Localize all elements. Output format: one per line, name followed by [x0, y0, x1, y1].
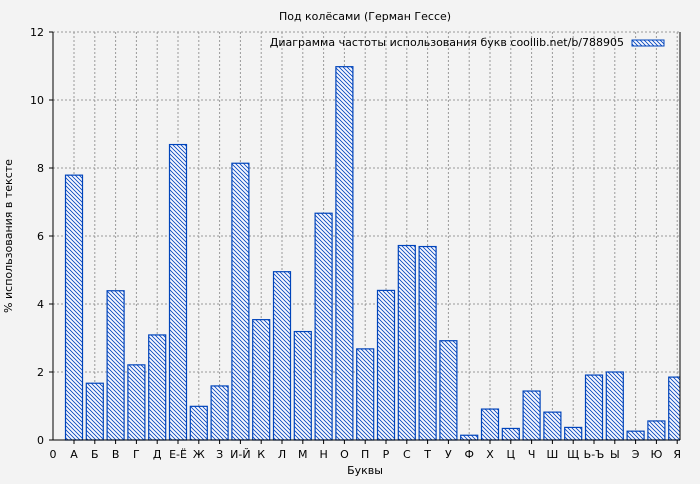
bar-З: [210, 385, 229, 441]
x-tick-label: Е-Ё: [169, 448, 187, 461]
x-tick-label: Ж: [193, 448, 205, 461]
x-tick-label: Щ: [567, 448, 579, 461]
x-tick-label: Р: [383, 448, 390, 461]
x-tick-label: Ы: [610, 448, 620, 461]
x-tick-label: Х: [486, 448, 494, 461]
x-tick-label: М: [298, 448, 308, 461]
x-tick-label: Н: [319, 448, 327, 461]
bar-М: [293, 330, 312, 441]
bar-Ж: [189, 405, 208, 441]
x-tick-label: А: [70, 448, 78, 461]
origin-label: 0: [50, 448, 57, 461]
bar-П: [356, 348, 375, 441]
x-tick-label: П: [361, 448, 369, 461]
bar-Д: [148, 334, 167, 441]
x-tick-label: В: [112, 448, 120, 461]
y-tick-label: 2: [37, 366, 44, 379]
bar-Ф: [460, 434, 479, 441]
x-tick-label: Ч: [528, 448, 536, 461]
x-tick-label: Ц: [507, 448, 516, 461]
bar-Ю: [647, 420, 666, 441]
bar-И-Й: [231, 162, 250, 441]
legend-swatch: [631, 39, 665, 47]
bar-Ч: [522, 390, 541, 441]
bar-Т: [418, 245, 437, 441]
y-tick-label: 10: [30, 94, 44, 107]
x-tick-label: Т: [423, 448, 431, 461]
x-tick-label: И-Й: [230, 448, 250, 461]
x-tick-label: З: [216, 448, 223, 461]
x-tick-label: Д: [153, 448, 162, 461]
bar-К: [252, 319, 271, 441]
bar-В: [106, 290, 125, 441]
bar-Я: [668, 376, 680, 441]
x-tick-label: Ш: [547, 448, 559, 461]
bar-Б: [85, 382, 104, 441]
bar-Ь-Ъ: [584, 374, 604, 441]
bar-Е-Ё: [168, 143, 188, 441]
y-tick-label: 12: [30, 26, 44, 39]
bar-О: [335, 66, 354, 441]
bar-С: [397, 244, 416, 441]
x-tick-label: Ф: [464, 448, 473, 461]
bar-Щ: [564, 426, 583, 441]
y-tick-label: 6: [37, 230, 44, 243]
bar-Н: [314, 212, 333, 441]
y-tick-label: 8: [37, 162, 44, 175]
bar-Ц: [501, 427, 520, 441]
x-tick-label: Г: [133, 448, 140, 461]
bar-Ы: [605, 371, 624, 441]
bar-Р: [376, 289, 396, 441]
x-tick-label: Э: [632, 448, 640, 461]
bar-А: [64, 174, 84, 441]
x-tick-label: Б: [91, 448, 99, 461]
legend-label: Диаграмма частоты использования букв coo…: [270, 36, 624, 49]
bar-Л: [272, 271, 292, 441]
x-tick-label: С: [403, 448, 411, 461]
x-tick-label: О: [340, 448, 349, 461]
x-tick-label: Я: [673, 448, 681, 461]
x-axis-label: Буквы: [347, 464, 383, 477]
y-axis-label: % использования в тексте: [2, 159, 15, 313]
y-tick-label: 4: [37, 298, 44, 311]
chart-title: Под колёсами (Герман Гессе): [279, 10, 451, 23]
bar-У: [439, 340, 458, 441]
bar-Ш: [543, 411, 562, 441]
bar-Э: [626, 430, 645, 441]
x-tick-label: Ь-Ъ: [584, 448, 605, 461]
axes: 0 2 4 6 8 10 12 А Б В Г Д Е-Ё Ж З И-Й К Л М Н О П Р С Т У Ф Х Ц Ч Ш Щ Ь-…: [30, 26, 681, 461]
x-tick-label: К: [257, 448, 265, 461]
x-tick-label: Ю: [650, 448, 662, 461]
y-tick-label: 0: [37, 434, 44, 447]
bars: [64, 66, 680, 441]
legend: Диаграмма частоты использования букв coo…: [270, 36, 665, 49]
x-tick-label: У: [445, 448, 452, 461]
x-tick-label: Л: [278, 448, 286, 461]
bar-Г: [127, 364, 146, 441]
bar-Х: [480, 408, 500, 441]
